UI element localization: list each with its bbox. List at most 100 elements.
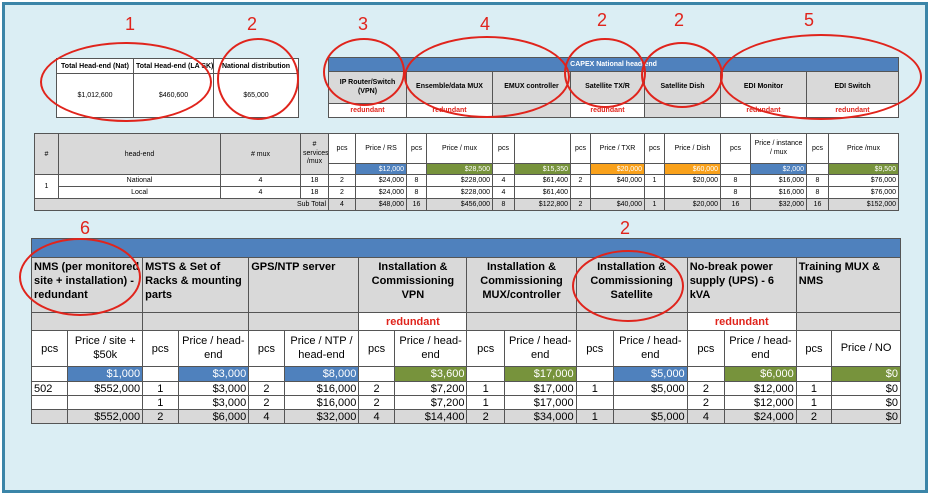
subtotal-cell: $40,000 — [590, 198, 645, 211]
annotation-ring — [19, 238, 141, 316]
subtotal-row: $552,000 2 $6,000 4 $32,000 4 $14,400 2 … — [30, 409, 901, 424]
table-row: 1 National 4 18 2 $24,000 8 $228,000 4 $… — [34, 174, 899, 199]
data-cell: 1 — [466, 395, 505, 410]
empty-cell — [492, 163, 515, 175]
unit-price-cell: $28,500 — [426, 163, 493, 175]
data-cell: 2 — [686, 395, 726, 410]
subtotal-label: Sub Total — [34, 198, 329, 211]
annotation-ring — [404, 36, 570, 118]
data-cell: 8 — [720, 186, 751, 199]
price-header: Price / instance / mux — [750, 133, 807, 164]
annotation-number: 2 — [620, 218, 631, 238]
data-cell: 2 — [328, 186, 356, 199]
subtotal-cell: 16 — [806, 198, 829, 211]
subtotal-cell: 4 — [358, 409, 395, 424]
data-cell: $16,000 — [283, 381, 360, 396]
table-row: 502 $552,000 1 $3,000 2 $16,000 2 $7,200… — [30, 381, 901, 396]
data-cell — [570, 186, 591, 199]
redundant-note — [466, 312, 577, 331]
data-cell: 1 — [142, 381, 179, 396]
data-cell: $76,000 — [828, 174, 899, 187]
data-cell: 1 — [795, 381, 833, 396]
col-headend-header: head-end — [58, 133, 221, 175]
subtotal-cell: 2 — [570, 198, 591, 211]
data-cell: $24,000 — [355, 186, 407, 199]
unit-price-cell: $12,000 — [355, 163, 407, 175]
mux-count: 4 — [220, 186, 301, 199]
data-cell: 2 — [358, 395, 395, 410]
pcs-header: pcs — [795, 330, 833, 367]
subtotal-cell: 2 — [466, 409, 505, 424]
data-cell: $61,400 — [514, 186, 571, 199]
unit-price-row: $12,000 $28,500 $15,350 $20,000 $60,000 … — [35, 163, 899, 175]
data-cell: 1 — [142, 395, 179, 410]
data-cell: $552,000 — [67, 381, 144, 396]
pcs-header: pcs — [806, 133, 829, 164]
annotation-number: 4 — [480, 14, 491, 34]
subtotal-cell: $24,000 — [724, 409, 797, 424]
col-number-header: # — [34, 133, 59, 175]
annotation-number: 2 — [597, 10, 608, 30]
data-cell: 8 — [406, 186, 427, 199]
service-column-name: Installation & Commissioning VPN — [358, 257, 468, 313]
annotation-number: 2 — [674, 10, 685, 30]
data-cell: $16,000 — [750, 186, 807, 199]
data-cell: 8 — [406, 174, 427, 187]
subtotal-cell: $32,000 — [283, 409, 360, 424]
service-column-name: Installation & Commissioning MUX/control… — [466, 257, 577, 313]
price-header: Price / site + $50k — [67, 330, 144, 367]
annotation-number: 3 — [358, 14, 369, 34]
price-header: Price / Dish — [664, 133, 721, 164]
data-cell: 2 — [248, 395, 285, 410]
price-header: Price / NO — [831, 330, 901, 367]
data-cell: $16,000 — [283, 395, 360, 410]
services-count: 18 — [300, 174, 329, 187]
subtotal-cell: 16 — [406, 198, 427, 211]
data-cell: $24,000 — [355, 174, 407, 187]
subtotal-cell: 1 — [644, 198, 665, 211]
unit-price-cell: $1,000 — [67, 366, 144, 382]
empty-cell — [795, 366, 833, 382]
data-cell: $12,000 — [724, 381, 797, 396]
group-number: 1 — [34, 174, 59, 199]
annotation-ring — [217, 38, 299, 120]
data-cell — [590, 186, 645, 199]
data-cell — [30, 395, 69, 410]
pcs-header: pcs — [686, 330, 726, 367]
annotation-ring — [720, 34, 922, 120]
data-cell: $228,000 — [426, 186, 493, 199]
unit-price-cell: $5,000 — [612, 366, 688, 382]
data-cell: $40,000 — [590, 174, 645, 187]
services-banner — [31, 238, 901, 258]
unit-price-cell: $0 — [831, 366, 901, 382]
headend-header-row: # head-end # mux # services /mux pcs Pri… — [34, 133, 899, 175]
data-cell: $76,000 — [828, 186, 899, 199]
services-table: NMS (per monitored site + installation) … — [30, 238, 902, 424]
empty-cell — [406, 163, 427, 175]
redundant-note: redundant — [358, 312, 468, 331]
price-header: Price /mux — [828, 133, 899, 164]
data-cell: $7,200 — [393, 381, 468, 396]
data-cell: 2 — [248, 381, 285, 396]
empty-cell — [466, 366, 505, 382]
subtotal-cell: 4 — [248, 409, 285, 424]
service-column-name: GPS/NTP server — [248, 257, 360, 313]
subtotal-cell: $34,000 — [503, 409, 577, 424]
price-header: Price / head-end — [393, 330, 468, 367]
empty-cell — [575, 366, 614, 382]
subtotal-cell: 4 — [328, 198, 356, 211]
col-mux-header: # mux — [220, 133, 301, 175]
data-cell — [612, 395, 688, 410]
data-cell: 8 — [806, 186, 829, 199]
headend-table: # head-end # mux # services /mux pcs Pri… — [34, 133, 899, 211]
subtotal-row: Sub Total 4 $48,000 16 $456,000 8 $122,8… — [34, 198, 899, 211]
subtotal-cell: 2 — [142, 409, 179, 424]
subtotal-cell: 1 — [575, 409, 614, 424]
mux-count: 4 — [220, 174, 301, 187]
headend-name: Local — [58, 186, 221, 199]
data-cell: 2 — [328, 174, 356, 187]
redundant-note — [795, 312, 902, 331]
pcs-header: pcs — [570, 133, 591, 164]
data-cell — [664, 186, 721, 199]
data-cell: $17,000 — [503, 381, 577, 396]
